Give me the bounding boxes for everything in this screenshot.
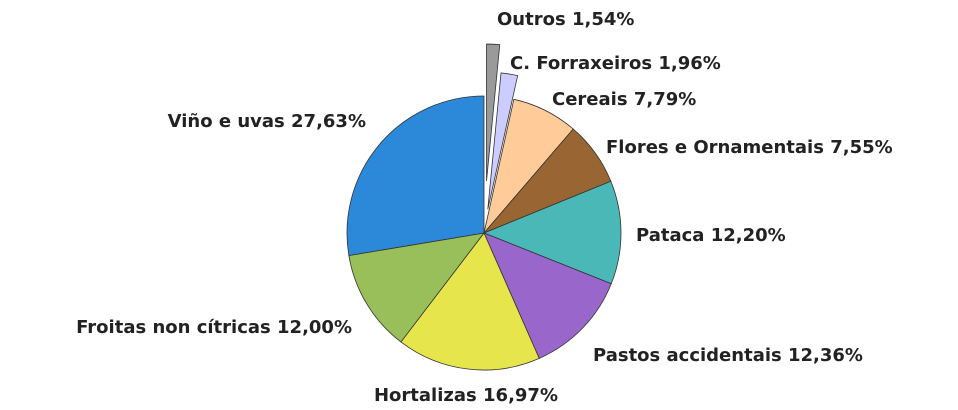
category-name: Hortalizas	[374, 385, 477, 406]
value-label: 12,20%	[711, 225, 786, 246]
value-label: 7,79%	[634, 89, 696, 110]
slice-label: Pastos accidentais 12,36%	[593, 345, 863, 366]
value-label: 27,63%	[291, 111, 366, 132]
category-name: Flores e Ornamentais	[606, 137, 824, 158]
slice-label: C. Forraxeiros 1,96%	[510, 53, 721, 74]
pie-slice	[483, 232, 612, 359]
slice-label: Viño e uvas 27,63%	[168, 111, 366, 132]
category-name: Viño e uvas	[168, 111, 285, 132]
value-label: 12,00%	[277, 317, 352, 338]
category-name: Pataca	[636, 225, 704, 246]
value-label: 7,55%	[830, 137, 892, 158]
value-label: 1,54%	[572, 9, 634, 30]
pie-slice	[400, 232, 540, 371]
slice-label: Outros 1,54%	[497, 9, 634, 30]
pie-slice	[487, 72, 519, 210]
slice-label: Cereais 7,79%	[552, 89, 696, 110]
category-name: Outros	[497, 9, 566, 30]
pie-slice	[486, 43, 501, 182]
pie-slice	[346, 95, 485, 256]
category-name: Pastos accidentais	[593, 345, 782, 366]
category-name: Froitas non cítricas	[76, 317, 271, 338]
category-name: Cereais	[552, 89, 628, 110]
value-label: 16,97%	[483, 385, 558, 406]
slice-label: Flores e Ornamentais 7,55%	[606, 137, 893, 158]
value-label: 12,36%	[788, 345, 863, 366]
slice-label: Froitas non cítricas 12,00%	[76, 317, 352, 338]
category-name: C. Forraxeiros	[510, 53, 652, 74]
pie-slice	[482, 180, 622, 285]
slice-label: Pataca 12,20%	[636, 225, 786, 246]
slice-label: Hortalizas 16,97%	[374, 385, 558, 406]
pie-slice	[348, 232, 485, 343]
value-label: 1,96%	[658, 53, 720, 74]
